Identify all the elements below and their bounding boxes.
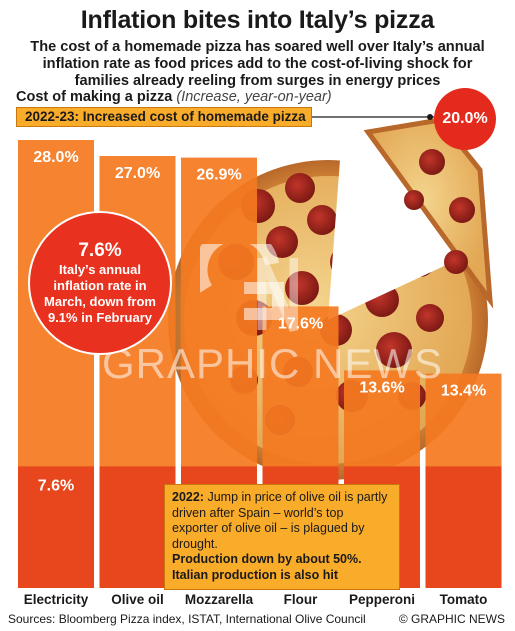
value-label-0: 28.0% [33, 149, 78, 166]
inflation-rate-callout: 7.6% Italy’s annual inflation rate in Ma… [28, 211, 172, 355]
value-label-3: 17.6% [278, 315, 323, 332]
olive-note-line2: Italian production is also hit [172, 567, 338, 582]
category-label-1: Olive oil [111, 592, 164, 607]
olive-note-year: 2022: [172, 490, 204, 504]
reference-labels-group: 7.6% [38, 477, 74, 494]
category-label-3: Flour [284, 592, 318, 607]
value-labels-group: 28.0% 27.0% 26.9% 17.6% 13.6% 13.4% [33, 149, 486, 400]
highlight-label: 2022-23: Increased cost of homemade pizz… [16, 107, 312, 127]
inflation-band-1 [99, 466, 176, 588]
badge-connector-dot [427, 114, 433, 120]
category-label-4: Pepperoni [349, 592, 415, 607]
chart-heading-main: Cost of making a pizza [16, 89, 173, 105]
category-labels-group: Electricity Olive oil Mozzarella Flour Peppe… [24, 592, 488, 607]
chart-heading-note: (Increase, year-on-year) [176, 89, 332, 105]
inflation-rate-text: Italy’s annual inflation rate in March, … [44, 262, 156, 325]
value-label-1: 27.0% [115, 165, 160, 182]
inflation-rate-value: 7.6% [78, 240, 122, 261]
reference-value-label: 7.6% [38, 477, 74, 494]
inflation-band-5 [425, 466, 502, 588]
chart-heading: Cost of making a pizza (Increase, year-o… [16, 89, 332, 105]
category-label-2: Mozzarella [185, 592, 254, 607]
value-label-5: 13.4% [441, 383, 486, 400]
value-label-4: 13.6% [359, 379, 404, 396]
inflation-band-0 [18, 466, 94, 588]
value-label-2: 26.9% [196, 167, 241, 184]
olive-note-text: Jump in price of olive oil is partly dri… [172, 490, 388, 551]
category-label-0: Electricity [24, 592, 89, 607]
copyright: © GRAPHIC NEWS [398, 612, 505, 626]
olive-oil-note: 2022: Jump in price of olive oil is part… [164, 484, 400, 590]
chart-subtitle: The cost of a homemade pizza has soared … [30, 39, 485, 89]
total-increase-badge: 20.0% [434, 88, 496, 150]
chart-title: Inflation bites into Italy’s pizza [80, 6, 435, 34]
category-label-5: Tomato [440, 592, 488, 607]
sources: Sources: Bloomberg Pizza index, ISTAT, I… [8, 612, 366, 626]
olive-note-line1: Production down by about 50%. [172, 552, 362, 566]
